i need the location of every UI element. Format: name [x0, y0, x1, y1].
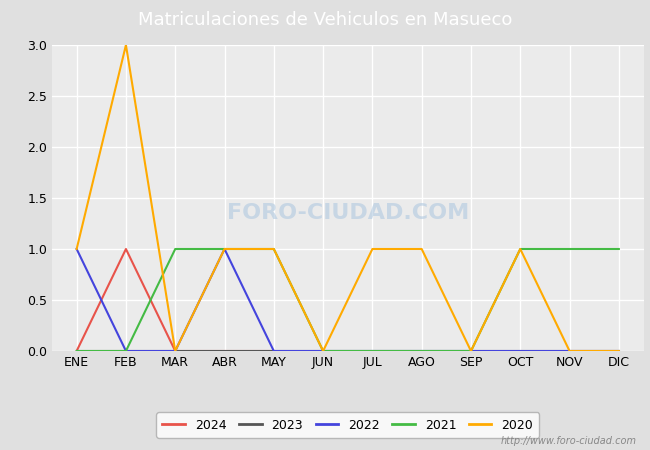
2021	[122, 348, 130, 354]
2021	[516, 246, 524, 252]
2022	[467, 348, 475, 354]
2023	[615, 348, 623, 354]
2023	[319, 348, 327, 354]
2023	[516, 348, 524, 354]
2020	[369, 246, 376, 252]
Line: 2021: 2021	[77, 249, 619, 351]
2023	[220, 348, 228, 354]
2023	[418, 348, 426, 354]
Line: 2022: 2022	[77, 249, 619, 351]
2022	[172, 348, 179, 354]
Text: http://www.foro-ciudad.com: http://www.foro-ciudad.com	[501, 436, 637, 446]
2020	[73, 246, 81, 252]
2021	[73, 348, 81, 354]
Text: FORO-CIUDAD.COM: FORO-CIUDAD.COM	[227, 203, 469, 223]
2020	[516, 246, 524, 252]
Line: 2024: 2024	[77, 249, 274, 351]
2023	[73, 348, 81, 354]
2021	[369, 348, 376, 354]
2022	[615, 348, 623, 354]
2023	[369, 348, 376, 354]
2021	[220, 246, 228, 252]
2021	[467, 348, 475, 354]
Text: Matriculaciones de Vehiculos en Masueco: Matriculaciones de Vehiculos en Masueco	[138, 11, 512, 29]
2023	[566, 348, 573, 354]
2020	[319, 348, 327, 354]
2023	[270, 348, 278, 354]
2024	[73, 348, 81, 354]
2021	[319, 348, 327, 354]
2020	[566, 348, 573, 354]
2022	[319, 348, 327, 354]
2020	[615, 348, 623, 354]
2021	[172, 246, 179, 252]
2022	[516, 348, 524, 354]
2024	[270, 348, 278, 354]
2021	[615, 246, 623, 252]
2022	[220, 246, 228, 252]
2024	[172, 348, 179, 354]
2023	[122, 348, 130, 354]
2022	[270, 348, 278, 354]
2022	[418, 348, 426, 354]
2022	[369, 348, 376, 354]
2020	[418, 246, 426, 252]
2020	[270, 246, 278, 252]
Legend: 2024, 2023, 2022, 2021, 2020: 2024, 2023, 2022, 2021, 2020	[156, 412, 540, 438]
2022	[566, 348, 573, 354]
2023	[172, 348, 179, 354]
2023	[467, 348, 475, 354]
2020	[220, 246, 228, 252]
2024	[220, 348, 228, 354]
2022	[122, 348, 130, 354]
2020	[172, 348, 179, 354]
2021	[566, 246, 573, 252]
2021	[418, 348, 426, 354]
2020	[122, 42, 130, 48]
Line: 2020: 2020	[77, 45, 619, 351]
2021	[270, 246, 278, 252]
2020	[467, 348, 475, 354]
2022	[73, 246, 81, 252]
2024	[122, 246, 130, 252]
